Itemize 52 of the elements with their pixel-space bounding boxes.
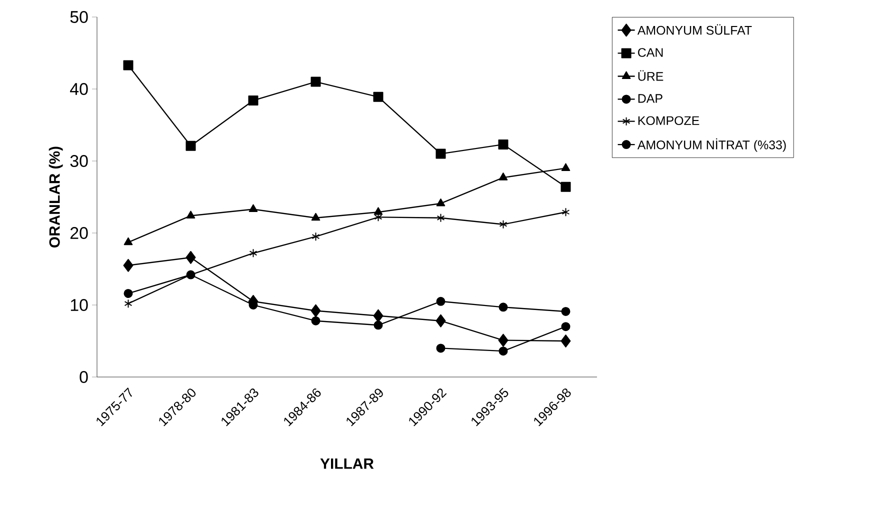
point [186,250,196,264]
point [436,148,446,159]
point [310,76,321,87]
point [249,248,258,258]
point [561,163,570,171]
point [560,334,571,348]
point [124,237,133,246]
legend-label: ÜRE [638,70,664,81]
y-tick-label: 50 [70,11,88,24]
point [373,92,384,102]
legend-label: KOMPOZE [638,116,700,126]
y-axis-title: ORANLAR (%) [48,146,63,248]
point [311,316,320,326]
point [186,210,196,218]
point [498,334,508,347]
point [248,96,258,106]
legend-label: CAN [638,48,663,57]
point [124,299,132,308]
point [186,140,196,151]
point [123,60,134,70]
point [562,208,570,217]
point [561,322,570,332]
point [499,220,508,229]
legend-label: DAP [638,94,662,103]
x-axis-title: YILLAR [320,458,374,469]
y-tick-label: 10 [70,299,88,312]
point [560,182,571,192]
y-tick-label: 0 [80,371,88,384]
point [374,207,383,215]
legend-label: AMONYUM NİTRAT (%33) [637,138,786,152]
point [498,139,508,150]
point [436,198,446,206]
point [436,213,445,222]
point [498,302,508,312]
point [436,344,446,353]
point [311,212,320,221]
point [373,309,384,322]
legend-label: AMONYUM SÜLFAT [637,24,752,35]
point [248,204,258,212]
point [310,304,321,318]
point [124,288,133,298]
point [436,314,446,328]
point [436,296,446,306]
point [312,232,320,242]
point [498,346,508,356]
y-tick-label: 20 [70,227,88,240]
point [561,306,570,316]
y-tick-label: 40 [70,83,88,96]
point [498,172,508,180]
point [123,258,134,272]
point [374,320,383,330]
y-tick-label: 30 [70,155,88,168]
